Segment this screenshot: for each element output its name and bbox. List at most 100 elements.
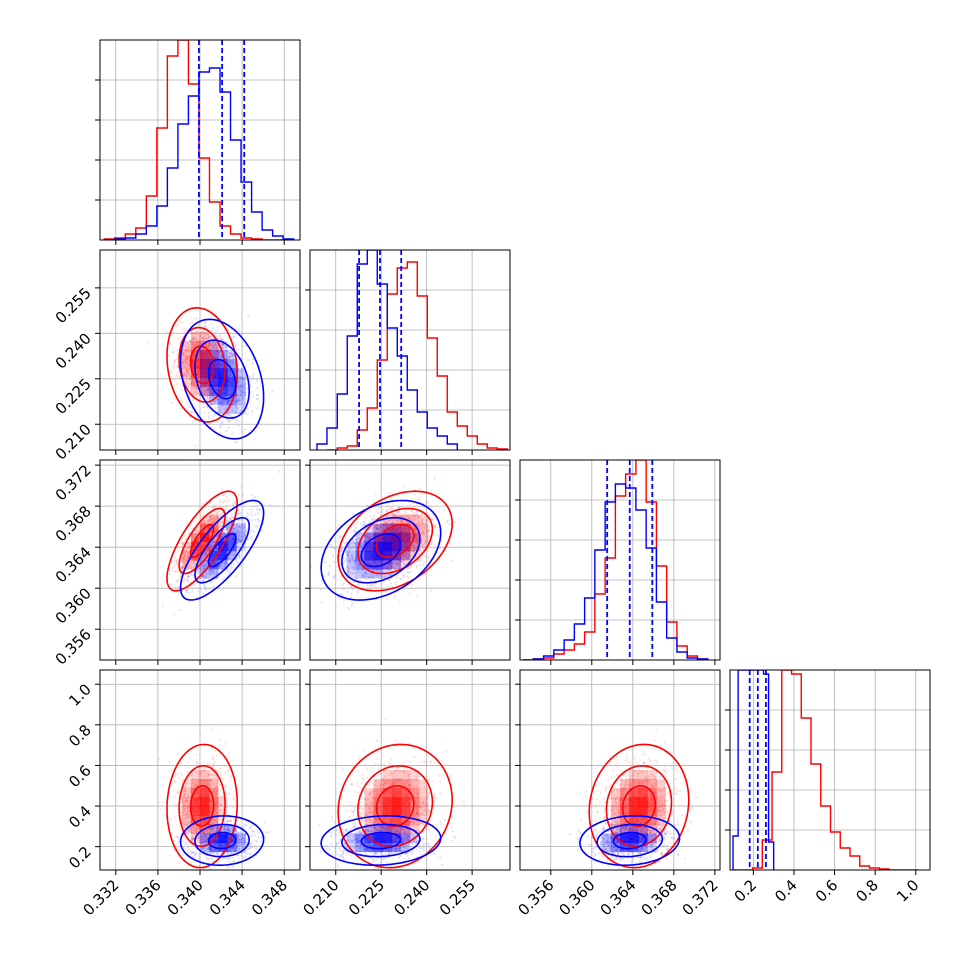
scatter-point (199, 842, 203, 845)
scatter-point (230, 566, 233, 569)
scatter-point (407, 556, 410, 559)
scatter-point (393, 595, 396, 599)
scatter-point (188, 820, 191, 824)
scatter-point (214, 819, 217, 822)
scatter-point (382, 580, 386, 583)
scatter-point (186, 575, 189, 578)
scatter-point (230, 516, 233, 519)
scatter-point (195, 761, 198, 764)
scatter-point (183, 843, 186, 846)
scatter-point (213, 777, 216, 780)
scatter-point (180, 566, 183, 569)
scatter-point (409, 564, 413, 567)
scatter-point (186, 781, 189, 784)
scatter-point (186, 575, 190, 578)
scatter-point (411, 518, 414, 521)
scatter-point (388, 529, 391, 532)
scatter-point (216, 569, 219, 572)
scatter-point (385, 515, 388, 518)
scatter-point (351, 556, 354, 559)
scatter-point (215, 572, 218, 575)
scatter-point (183, 561, 186, 564)
scatter-point (185, 589, 188, 592)
scatter-point (167, 770, 170, 773)
scatter-point (415, 510, 418, 513)
scatter-point (381, 577, 384, 580)
scatter-point (222, 349, 225, 352)
scatter-point (387, 529, 391, 533)
scatter-point (354, 559, 358, 562)
scatter-point (244, 530, 247, 533)
scatter-point (409, 570, 412, 573)
scatter-point (423, 555, 426, 558)
scatter-point (218, 335, 221, 338)
scatter-point (203, 782, 206, 785)
scatter-point (195, 829, 198, 832)
scatter-point (350, 554, 353, 557)
scatter-point (183, 793, 186, 796)
scatter-point (239, 385, 242, 388)
scatter-point (185, 374, 188, 377)
scatter-point (416, 542, 419, 545)
scatter-point (208, 501, 211, 505)
scatter-point (174, 560, 177, 563)
scatter-point (372, 525, 376, 528)
scatter-point (227, 356, 231, 359)
scatter-point (204, 321, 207, 324)
scatter-point (177, 575, 180, 578)
scatter-point (189, 835, 192, 839)
scatter-point (178, 608, 181, 612)
scatter-point (227, 413, 231, 416)
scatter-point (216, 547, 219, 551)
scatter-point (210, 727, 213, 730)
scatter-point (389, 519, 392, 522)
scatter-point (191, 774, 194, 777)
scatter-point (203, 405, 206, 408)
scatter-point (332, 547, 335, 550)
scatter-point (360, 525, 363, 528)
scatter-point (344, 557, 348, 560)
scatter-point (220, 410, 223, 413)
scatter-point (256, 387, 259, 390)
scatter-point (347, 569, 350, 572)
scatter-point (222, 796, 225, 799)
scatter-point (185, 813, 188, 816)
scatter-point (397, 511, 400, 514)
scatter-point (204, 555, 207, 558)
scatter-point (219, 795, 222, 799)
scatter-point (168, 854, 171, 857)
scatter-point (186, 579, 189, 582)
scatter-point (221, 343, 224, 346)
scatter-point (401, 521, 404, 524)
scatter-point (372, 527, 375, 530)
scatter-point (214, 345, 217, 348)
scatter-point (248, 375, 251, 378)
scatter-point (186, 555, 190, 558)
scatter-point (339, 536, 343, 539)
scatter-point (361, 568, 364, 571)
scatter-point (214, 506, 217, 509)
scatter-point (212, 521, 215, 524)
scatter-point (342, 599, 345, 602)
scatter-point (184, 823, 187, 826)
scatter-point (228, 524, 231, 527)
scatter-point (394, 514, 397, 517)
scatter-point (190, 382, 193, 386)
scatter-point (403, 553, 406, 556)
scatter-point (408, 576, 411, 579)
scatter-point (188, 339, 192, 342)
scatter-point (184, 552, 187, 555)
scatter-point (408, 517, 411, 520)
scatter-point (401, 560, 404, 563)
scatter-point (203, 564, 206, 568)
scatter-point (361, 574, 364, 577)
scatter-point (208, 335, 211, 338)
scatter-point (183, 789, 186, 792)
scatter-point (403, 559, 406, 562)
scatter-point (204, 775, 207, 778)
scatter-point (201, 331, 204, 334)
scatter-point (187, 828, 190, 831)
scatter-point (353, 563, 356, 566)
scatter-point (427, 528, 430, 531)
scatter-point (377, 524, 380, 528)
